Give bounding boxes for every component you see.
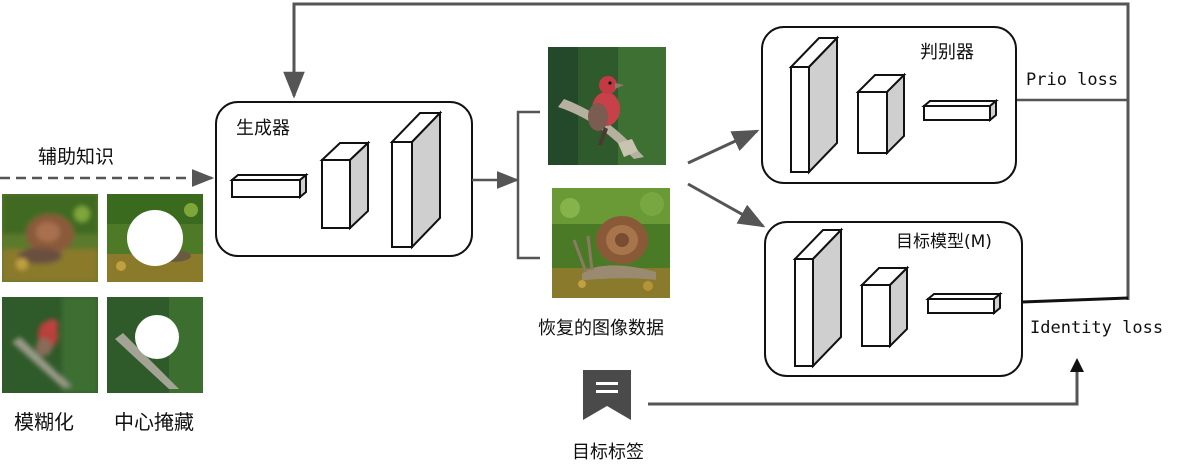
generator-layer-3 — [389, 110, 443, 250]
discriminator-label: 判别器 — [920, 42, 974, 63]
recovered-snail-image — [552, 188, 670, 298]
blurred-snail-image — [2, 194, 98, 282]
masked-snail-image — [107, 194, 203, 282]
discriminator-layer-3 — [921, 98, 999, 123]
target-label-arrow — [648, 364, 1079, 406]
bookmark-icon — [583, 370, 631, 420]
target-model-layer-3 — [925, 291, 1003, 316]
to-discriminator-arrow — [687, 129, 760, 165]
image-bracket — [516, 110, 540, 260]
center-mask-label: 中心掩藏 — [114, 410, 194, 434]
generator-layer-1 — [229, 172, 309, 200]
identity-loss-label: Identity loss — [1030, 318, 1164, 338]
masked-bird-image — [107, 297, 203, 393]
target-model-label: 目标模型(M) — [896, 232, 992, 252]
discriminator-layers — [788, 35, 999, 175]
aux-knowledge-label: 辅助知识 — [38, 146, 115, 168]
target-label-arrowhead — [1070, 358, 1084, 372]
blur-label: 模糊化 — [14, 410, 74, 434]
identity-loss-line — [1021, 296, 1129, 304]
target-model-layer-1 — [792, 227, 844, 369]
discriminator-layer-1 — [788, 35, 840, 175]
target-model-layers — [792, 227, 1003, 369]
generator-label: 生成器 — [236, 118, 290, 139]
recovered-bird-image — [548, 47, 666, 165]
to-target-model-arrow — [687, 182, 766, 228]
target-label-label: 目标标签 — [572, 442, 644, 463]
target-model-layer-2 — [859, 265, 910, 349]
recovered-data-label: 恢复的图像数据 — [538, 318, 664, 339]
generator-layer-2 — [319, 140, 371, 231]
prio-loss-label: Prio loss — [1026, 70, 1119, 90]
discriminator-layer-2 — [855, 72, 907, 156]
feedback-loop-arrow — [283, 2, 1130, 300]
blurred-bird-image — [2, 297, 98, 393]
generator-layers — [229, 110, 443, 250]
